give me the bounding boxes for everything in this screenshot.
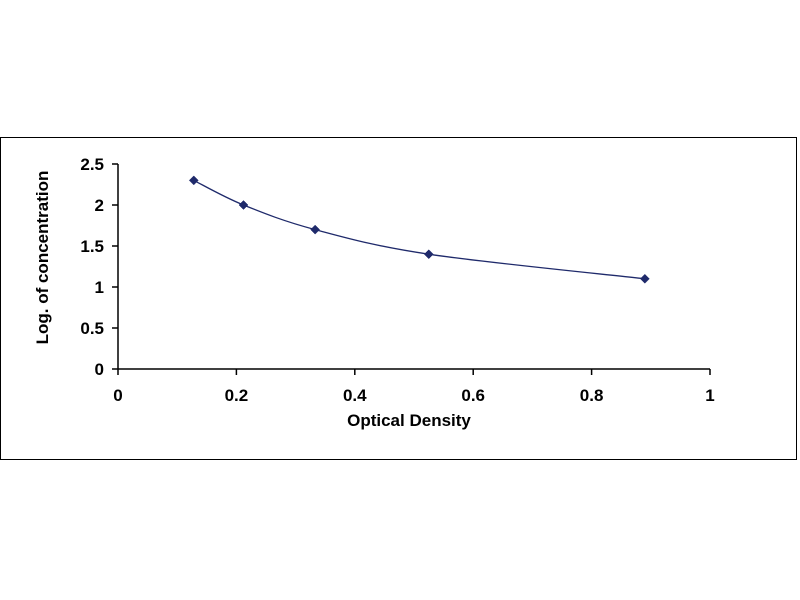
y-tick-label: 2.5: [80, 155, 104, 174]
x-tick-label: 0.6: [461, 386, 485, 405]
data-point: [423, 249, 434, 260]
ticks: 0 0.2 0.4 0.6 0.8 1 0 0.5 1 1.5 2 2.5: [80, 155, 714, 405]
data-point: [310, 224, 320, 235]
data-point: [238, 200, 249, 210]
fit-curve-path: [193, 179, 645, 280]
x-tick-label: 0.4: [343, 386, 367, 405]
y-tick-label: 2: [95, 196, 104, 215]
x-tick-label: 0: [113, 386, 122, 405]
y-tick-label: 0.5: [80, 319, 104, 338]
x-tick-label: 0.8: [580, 386, 604, 405]
y-axis-title: Log. of concentration: [33, 171, 52, 345]
data-points: [188, 175, 650, 284]
data-point: [188, 175, 199, 186]
x-axis-title: Optical Density: [347, 411, 471, 430]
y-tick-label: 0: [95, 360, 104, 379]
chart-frame: 0 0.2 0.4 0.6 0.8 1 0 0.5 1 1.5 2 2.5 Optical Densi…: [0, 137, 797, 460]
fit-curve: [193, 179, 645, 280]
chart-svg: 0 0.2 0.4 0.6 0.8 1 0 0.5 1 1.5 2 2.5 Optical Densi…: [33, 155, 715, 430]
data-point: [640, 273, 650, 284]
x-tick-label: 0.2: [225, 386, 249, 405]
x-tick-label: 1: [705, 386, 714, 405]
axes: [117, 164, 710, 370]
y-tick-label: 1: [95, 278, 104, 297]
y-tick-label: 1.5: [80, 237, 104, 256]
